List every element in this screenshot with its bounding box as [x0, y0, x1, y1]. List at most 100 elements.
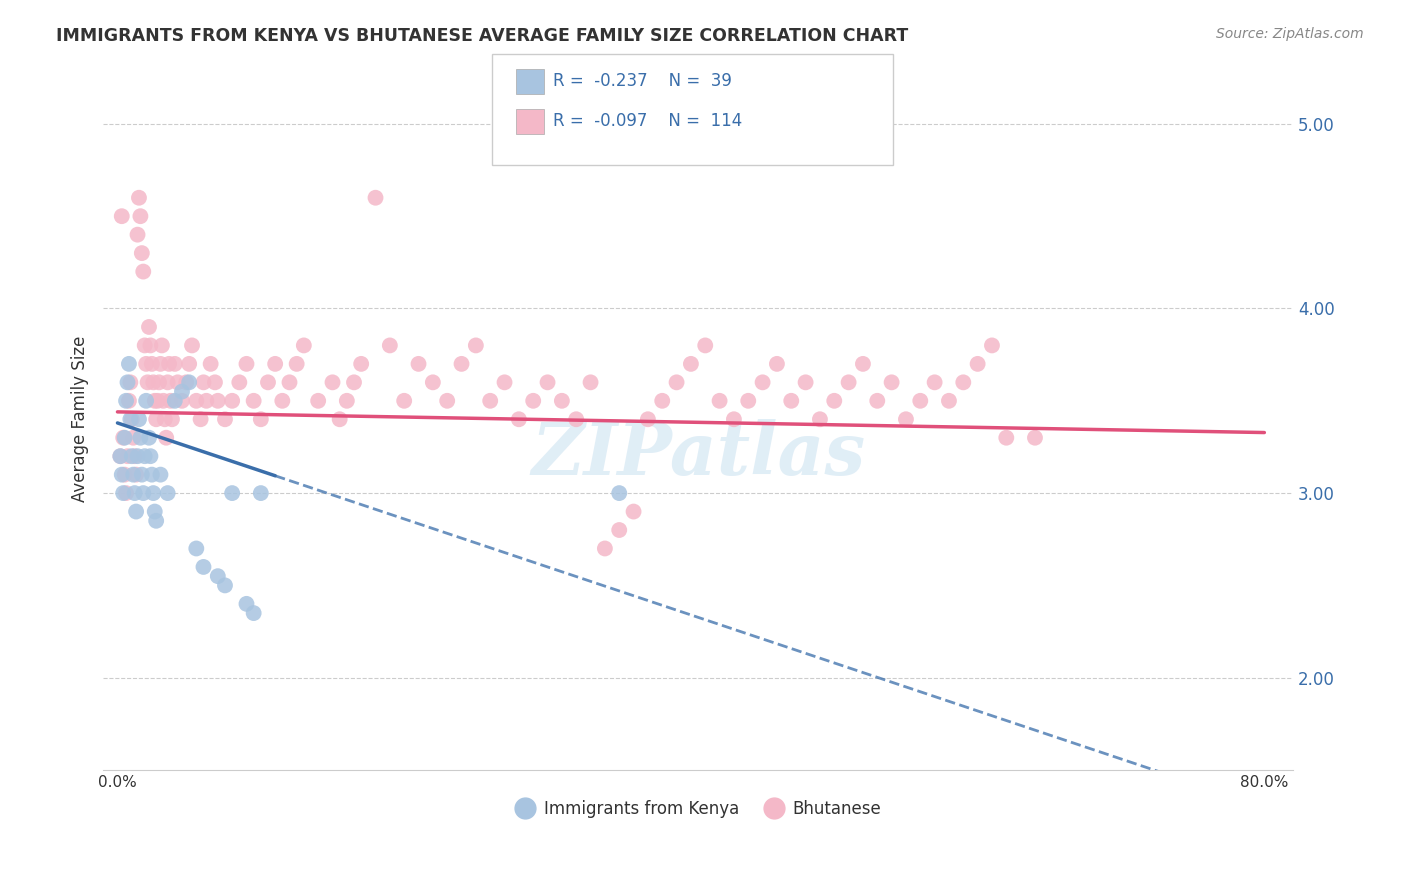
Point — [285, 357, 308, 371]
Point — [450, 357, 472, 371]
Point — [924, 376, 946, 390]
Point — [114, 467, 136, 482]
Text: Source: ZipAtlas.com: Source: ZipAtlas.com — [1216, 27, 1364, 41]
Point — [111, 467, 134, 482]
Point — [170, 393, 193, 408]
Point — [142, 376, 165, 390]
Point — [766, 357, 789, 371]
Point — [138, 320, 160, 334]
Text: R =  -0.097    N =  114: R = -0.097 N = 114 — [553, 112, 742, 130]
Point — [565, 412, 588, 426]
Point — [149, 357, 172, 371]
Point — [125, 467, 148, 482]
Point — [665, 376, 688, 390]
Point — [186, 393, 208, 408]
Point — [508, 412, 530, 426]
Point — [157, 357, 180, 371]
Point — [114, 431, 136, 445]
Point — [110, 449, 132, 463]
Point — [808, 412, 831, 426]
Point — [146, 393, 169, 408]
Point — [129, 209, 152, 223]
Point — [195, 393, 218, 408]
Point — [751, 376, 773, 390]
Point — [436, 393, 458, 408]
Point — [193, 560, 215, 574]
Point — [422, 376, 444, 390]
Point — [392, 393, 415, 408]
Point — [235, 357, 257, 371]
Point — [378, 338, 401, 352]
Point — [155, 431, 177, 445]
Legend: Immigrants from Kenya, Bhutanese: Immigrants from Kenya, Bhutanese — [509, 793, 887, 825]
Point — [257, 376, 280, 390]
Point — [536, 376, 558, 390]
Point — [156, 486, 179, 500]
Point — [364, 191, 387, 205]
Point — [695, 338, 717, 352]
Point — [142, 486, 165, 500]
Point — [120, 412, 142, 426]
Point — [593, 541, 616, 556]
Point — [494, 376, 516, 390]
Point — [866, 393, 889, 408]
Point — [121, 412, 143, 426]
Point — [118, 393, 141, 408]
Point — [121, 449, 143, 463]
Point — [242, 393, 264, 408]
Point — [136, 376, 159, 390]
Point — [166, 376, 188, 390]
Point — [127, 449, 149, 463]
Point — [838, 376, 860, 390]
Point — [179, 376, 201, 390]
Point — [138, 431, 160, 445]
Point — [186, 541, 208, 556]
Point — [128, 412, 150, 426]
Point — [124, 486, 146, 500]
Point — [153, 412, 176, 426]
Point — [134, 338, 156, 352]
Point — [160, 412, 183, 426]
Point — [131, 467, 153, 482]
Point — [271, 393, 294, 408]
Y-axis label: Average Family Size: Average Family Size — [72, 336, 89, 502]
Point — [952, 376, 974, 390]
Point — [163, 393, 186, 408]
Point — [207, 569, 229, 583]
Point — [124, 449, 146, 463]
Point — [139, 449, 162, 463]
Point — [152, 393, 174, 408]
Point — [207, 393, 229, 408]
Point — [336, 393, 359, 408]
Point — [120, 376, 142, 390]
Point — [408, 357, 430, 371]
Point — [522, 393, 544, 408]
Point — [145, 514, 167, 528]
Point — [329, 412, 352, 426]
Point — [156, 376, 179, 390]
Point — [651, 393, 673, 408]
Point — [214, 578, 236, 592]
Point — [307, 393, 329, 408]
Point — [110, 449, 132, 463]
Point — [780, 393, 803, 408]
Point — [235, 597, 257, 611]
Point — [579, 376, 602, 390]
Point — [607, 486, 630, 500]
Point — [143, 393, 166, 408]
Text: IMMIGRANTS FROM KENYA VS BHUTANESE AVERAGE FAMILY SIZE CORRELATION CHART: IMMIGRANTS FROM KENYA VS BHUTANESE AVERA… — [56, 27, 908, 45]
Point — [117, 376, 139, 390]
Point — [221, 393, 243, 408]
Point — [910, 393, 932, 408]
Point — [852, 357, 875, 371]
Point — [794, 376, 817, 390]
Point — [139, 338, 162, 352]
Point — [214, 412, 236, 426]
Point — [981, 338, 1004, 352]
Point — [118, 357, 141, 371]
Point — [464, 338, 486, 352]
Point — [125, 504, 148, 518]
Point — [823, 393, 845, 408]
Point — [148, 376, 170, 390]
Point — [264, 357, 287, 371]
